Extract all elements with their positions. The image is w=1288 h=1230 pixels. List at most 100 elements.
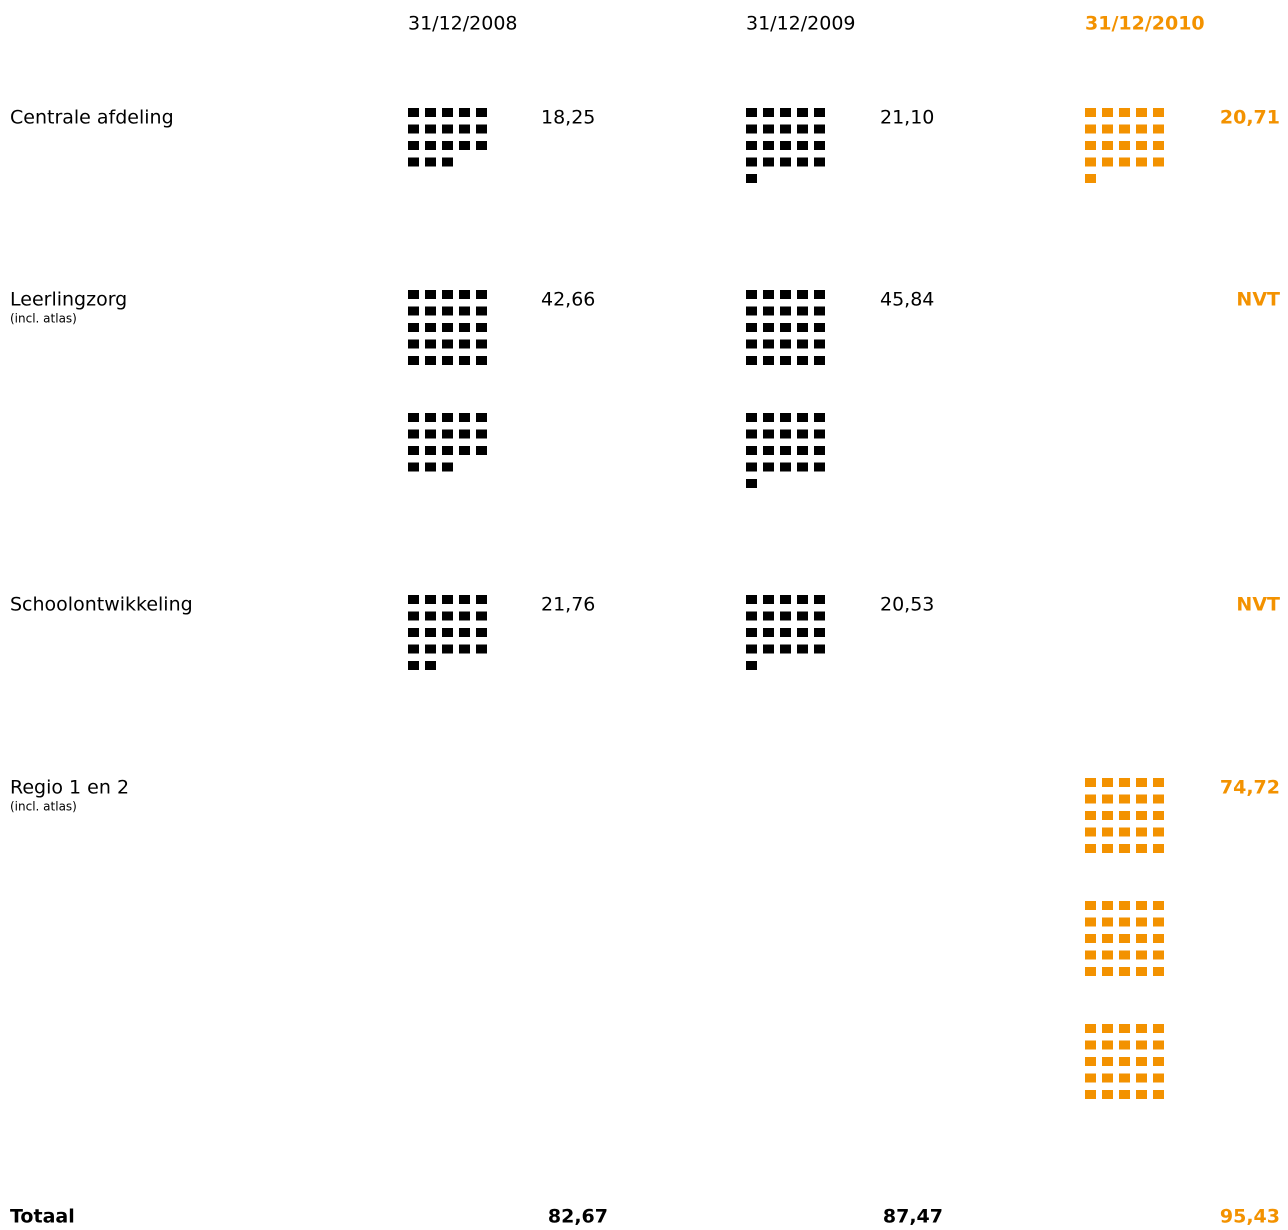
- pictogram-square: [1119, 778, 1130, 787]
- pictogram-square: [1102, 157, 1113, 167]
- pictogram-square: [814, 356, 825, 365]
- pictogram-square: [1119, 901, 1130, 910]
- pictogram-square: [1085, 967, 1096, 976]
- pictogram-square: [763, 595, 774, 604]
- pictogram-square: [1102, 108, 1113, 117]
- pictogram-square: [1119, 827, 1130, 837]
- pictogram-square: [425, 661, 436, 670]
- pictogram-square: [814, 290, 825, 299]
- pictogram-square: [1136, 934, 1147, 943]
- pictogram-square: [442, 356, 453, 365]
- pictogram-square: [425, 462, 436, 472]
- pictogram-square: [1153, 778, 1164, 787]
- pictogram-square: [814, 141, 825, 150]
- pictogram-square: [1153, 827, 1164, 837]
- pictogram-square: [746, 356, 757, 365]
- pictogram-square: [763, 124, 774, 134]
- pictogram-square: [1085, 901, 1096, 910]
- pictogram-square: [408, 429, 419, 439]
- pictogram-square: [476, 306, 487, 316]
- pictogram-square: [476, 141, 487, 150]
- pictogram-square: [425, 446, 436, 455]
- pictogram-square: [746, 462, 757, 472]
- pictogram-square: [746, 611, 757, 621]
- pictogram-square: [1085, 108, 1096, 117]
- pictogram-square: [780, 413, 791, 422]
- pictogram-square: [780, 595, 791, 604]
- pictogram-square: [797, 108, 808, 117]
- pictogram-square: [780, 644, 791, 654]
- pictogram-square: [442, 290, 453, 299]
- column-header: 31/12/2008: [408, 13, 518, 35]
- pictogram-square: [459, 141, 470, 150]
- row-label: Leerlingzorg: [10, 289, 127, 311]
- pictogram-square: [763, 323, 774, 332]
- pictogram-square: [1119, 124, 1130, 134]
- pictogram-square: [408, 644, 419, 654]
- pictogram-square: [746, 157, 757, 167]
- pictogram-square: [1085, 1073, 1096, 1083]
- pictogram: [746, 290, 825, 488]
- pictogram-square: [1085, 844, 1096, 853]
- pictogram-square: [746, 661, 757, 670]
- pictogram-square: [763, 306, 774, 316]
- pictogram-square: [476, 595, 487, 604]
- pictogram-square: [1085, 1040, 1096, 1050]
- pictogram-square: [459, 446, 470, 455]
- pictogram-square: [425, 306, 436, 316]
- pictogram-square: [425, 595, 436, 604]
- pictogram: [1085, 108, 1164, 183]
- pictogram-square: [442, 429, 453, 439]
- pictogram-square: [442, 323, 453, 332]
- pictogram-square: [408, 611, 419, 621]
- pictogram-square: [1102, 827, 1113, 837]
- pictogram-square: [1119, 967, 1130, 976]
- pictogram-square: [1136, 1040, 1147, 1050]
- pictogram-square: [1136, 141, 1147, 150]
- pictogram-square: [797, 124, 808, 134]
- pictogram-square: [1153, 917, 1164, 927]
- pictogram-square: [1136, 967, 1147, 976]
- pictogram-square: [1136, 794, 1147, 804]
- pictogram-square: [1085, 917, 1096, 927]
- pictogram-square: [797, 413, 808, 422]
- value-label: 20,53: [880, 594, 934, 616]
- pictogram-square: [1119, 157, 1130, 167]
- pictogram-square: [476, 124, 487, 134]
- pictogram-square: [1119, 141, 1130, 150]
- pictogram-square: [1136, 917, 1147, 927]
- pictogram-square: [746, 141, 757, 150]
- pictogram-square: [814, 595, 825, 604]
- pictogram-square: [459, 323, 470, 332]
- pictogram-square: [797, 306, 808, 316]
- pictogram-square: [425, 108, 436, 117]
- pictogram-square: [1153, 157, 1164, 167]
- pictogram-square: [763, 429, 774, 439]
- pictogram-square: [1085, 811, 1096, 820]
- pictogram-square: [408, 124, 419, 134]
- pictogram-square: [814, 157, 825, 167]
- pictogram-square: [1102, 124, 1113, 134]
- not-applicable: NVT: [1236, 289, 1280, 311]
- value-label: 20,71: [1220, 107, 1280, 129]
- pictogram-square: [1119, 1024, 1130, 1033]
- pictogram-square: [780, 157, 791, 167]
- pictogram-square: [746, 323, 757, 332]
- pictogram-square: [459, 413, 470, 422]
- pictogram-square: [1102, 1040, 1113, 1050]
- pictogram-square: [797, 356, 808, 365]
- column-header: 31/12/2010: [1085, 13, 1205, 35]
- pictogram-square: [763, 141, 774, 150]
- pictogram-square: [780, 290, 791, 299]
- pictogram-square: [1153, 811, 1164, 820]
- pictogram-square: [476, 644, 487, 654]
- pictogram-square: [459, 339, 470, 349]
- pictogram-square: [442, 595, 453, 604]
- pictogram-square: [476, 323, 487, 332]
- pictogram-square: [1119, 950, 1130, 960]
- pictogram-square: [1136, 811, 1147, 820]
- pictogram-square: [1085, 1024, 1096, 1033]
- value-label: 45,84: [880, 289, 934, 311]
- pictogram-square: [1136, 1073, 1147, 1083]
- pictogram-square: [763, 356, 774, 365]
